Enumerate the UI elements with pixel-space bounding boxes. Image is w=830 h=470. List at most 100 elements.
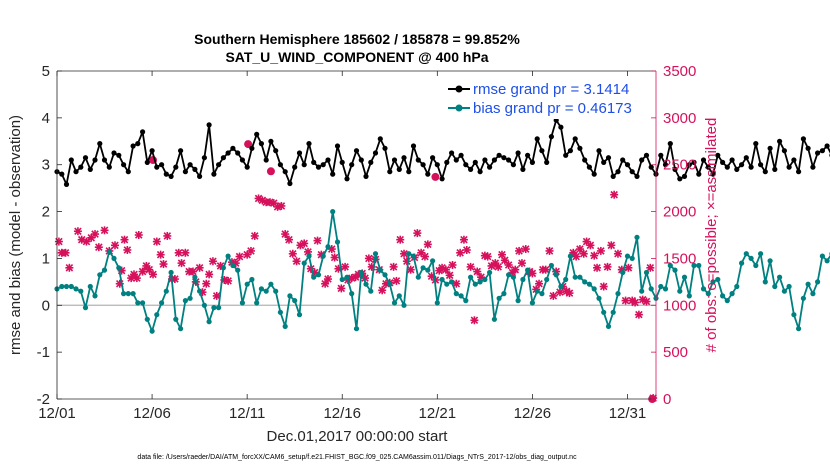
rmse-point: [800, 136, 807, 142]
bias-point: [572, 274, 578, 280]
bias-point: [349, 291, 355, 297]
bias-point: [434, 300, 440, 306]
rmse-point: [410, 143, 417, 149]
y-right-tick-label: 2500: [663, 157, 696, 174]
obs-assimilated-point: [511, 265, 520, 274]
bias-point: [691, 262, 697, 269]
rmse-point: [615, 169, 621, 175]
obs-assimilated-point: [300, 239, 309, 248]
obs-assimilated-point: [288, 249, 297, 258]
rmse-point: [363, 173, 369, 179]
rmse-point: [201, 155, 207, 161]
rmse-point: [515, 150, 521, 156]
rmse-point: [130, 143, 136, 149]
y-left-tick-label: 3: [42, 157, 50, 174]
rmse-point: [639, 157, 645, 163]
bias-point: [629, 255, 635, 261]
obs-assimilated-point: [54, 237, 63, 246]
bias-point: [548, 262, 555, 269]
obs-assimilated-point: [123, 245, 132, 254]
rmse-point: [815, 150, 821, 156]
rmse-point: [178, 148, 184, 154]
rmse-point: [254, 131, 260, 137]
obs-assimilated-point: [462, 245, 471, 254]
bias-point: [135, 300, 141, 306]
obs-assimilated-point: [208, 257, 217, 266]
obs-assimilated-point: [120, 235, 129, 244]
rmse-point: [225, 150, 231, 156]
rmse-point: [73, 169, 79, 175]
rmse-point: [268, 138, 274, 144]
rmse-point: [620, 157, 626, 163]
y-right-tick-label: 1500: [663, 250, 696, 267]
bias-point: [92, 293, 98, 299]
bias-point: [534, 288, 540, 294]
bias-point: [154, 312, 160, 318]
bias-point: [116, 265, 122, 271]
obs-assimilated-point: [132, 274, 141, 283]
rmse-point: [59, 171, 65, 177]
rmse-point: [686, 162, 692, 168]
bias-point: [672, 267, 678, 273]
bias-point: [68, 283, 74, 290]
bias-point: [263, 288, 269, 294]
bias-point: [762, 279, 768, 285]
bias-point: [777, 274, 783, 280]
rmse-point: [358, 157, 364, 163]
rmse-point: [377, 136, 383, 142]
bias-point: [720, 293, 726, 299]
rmse-point: [144, 159, 150, 165]
obs-assimilated-point: [515, 246, 524, 255]
bias-point: [491, 316, 497, 322]
bias-point: [610, 309, 616, 315]
rmse-point: [696, 171, 702, 177]
rmse-point: [520, 166, 526, 172]
legend-bias-marker: [455, 104, 463, 112]
obs-assimilated-point: [459, 235, 468, 244]
plot-area: [57, 71, 656, 399]
rmse-point: [97, 141, 103, 147]
bias-point: [468, 274, 474, 280]
rmse-point: [743, 155, 749, 161]
obs-assimilated-point: [528, 269, 537, 278]
rmse-point: [372, 150, 379, 156]
obs-assimilated-point: [181, 248, 190, 257]
bias-point: [601, 309, 607, 315]
obs-assimilated-point: [273, 202, 282, 211]
chart-title-line2: SAT_U_WIND_COMPONENT @ 400 hPa: [225, 49, 488, 65]
bias-point: [415, 274, 421, 280]
bias-point: [605, 323, 612, 329]
bias-point: [705, 291, 711, 297]
bias-point: [97, 272, 103, 278]
rmse-point: [662, 162, 669, 168]
bias-point: [430, 258, 436, 264]
rmse-point: [387, 169, 393, 175]
obs-assimilated-point: [281, 230, 290, 239]
bias-point: [282, 323, 288, 329]
rmse-point: [106, 164, 112, 170]
obs-assimilated-point: [235, 252, 244, 261]
y-left-tick-label: 1: [42, 250, 50, 267]
bias-point: [710, 279, 716, 285]
rmse-point: [168, 173, 174, 179]
y-left-tick-label: 4: [42, 110, 50, 127]
obs-assimilated-point: [494, 262, 503, 271]
bias-point: [734, 283, 740, 290]
obs-assimilated-point: [579, 249, 588, 258]
bias-point: [786, 283, 792, 290]
obs-assimilated-point: [163, 231, 172, 240]
bias-point: [420, 265, 426, 271]
bias-point: [106, 248, 112, 254]
bias-point: [315, 272, 322, 278]
rmse-point: [629, 169, 635, 175]
rmse-point: [401, 155, 407, 161]
bias-point: [819, 253, 826, 259]
bias-point: [577, 274, 583, 280]
rmse-point: [434, 162, 440, 168]
bias-point: [805, 281, 811, 287]
bias-point: [220, 265, 226, 271]
obs-assimilated-point: [110, 241, 119, 250]
rmse-point: [667, 141, 673, 147]
rmse-point: [344, 176, 350, 182]
obs-assimilated-point: [466, 262, 475, 271]
